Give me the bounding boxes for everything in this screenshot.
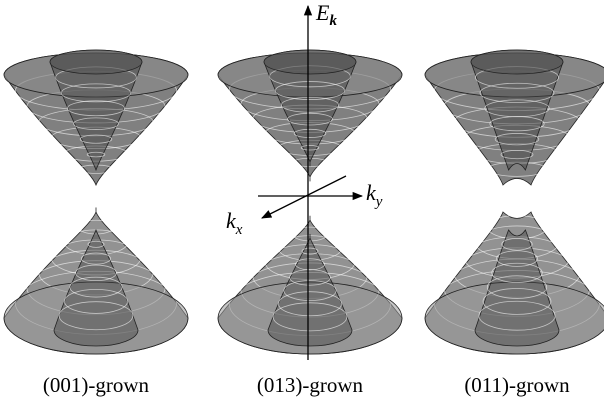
inner-rim <box>50 50 142 74</box>
ky-label: ky <box>366 180 383 210</box>
kx-label: kx <box>226 208 243 238</box>
caption: (001)-grown <box>43 373 150 397</box>
inner-rim <box>264 50 356 74</box>
inner-rim <box>471 50 563 74</box>
energy-label: Ek <box>315 0 337 29</box>
kx-axis <box>262 176 346 218</box>
caption: (011)-grown <box>464 373 570 397</box>
figure: Ek ky kx (001)-grown (013)-grown (011)-g… <box>0 0 604 400</box>
cones <box>4 50 604 354</box>
caption: (013)-grown <box>257 373 364 397</box>
